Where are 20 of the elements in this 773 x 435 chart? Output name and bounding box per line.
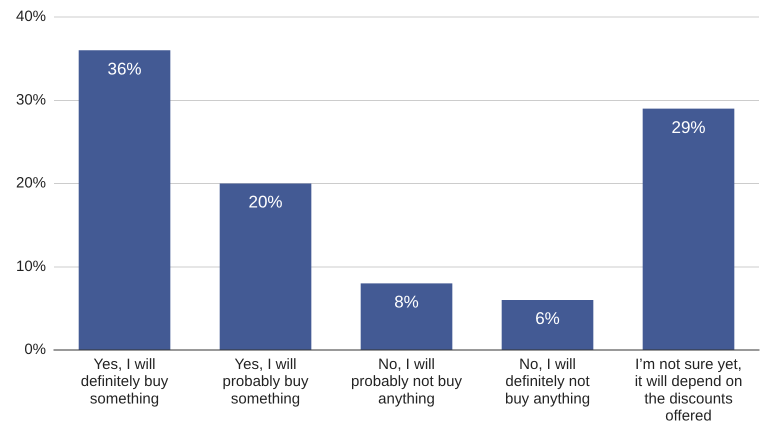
- data-label: 6%: [535, 309, 560, 328]
- bar: [78, 50, 170, 350]
- bar: [220, 184, 312, 350]
- y-tick-label: 10%: [16, 258, 46, 275]
- x-tick-label: Yes, I will definitely buy something: [80, 356, 169, 408]
- bar: [360, 283, 452, 350]
- x-tick-label: No, I will probably not buy anything: [351, 356, 462, 408]
- y-tick-label: 0%: [24, 341, 46, 358]
- bar: [642, 108, 734, 350]
- data-label: 8%: [394, 292, 419, 312]
- y-tick-label: 40%: [16, 8, 46, 26]
- data-label: 36%: [108, 59, 142, 78]
- x-tick-label: I’m not sure yet, it will depend on the discounts offered: [634, 356, 742, 425]
- x-tick-label: Yes, I will probably buy something: [222, 356, 309, 408]
- y-tick-label: 20%: [16, 174, 46, 192]
- bar: [502, 300, 594, 350]
- y-tick-label: 30%: [16, 91, 46, 108]
- x-tick-label: No, I will definitely not buy anything: [504, 356, 590, 408]
- data-label: 29%: [671, 118, 706, 137]
- data-label: 20%: [248, 192, 283, 212]
